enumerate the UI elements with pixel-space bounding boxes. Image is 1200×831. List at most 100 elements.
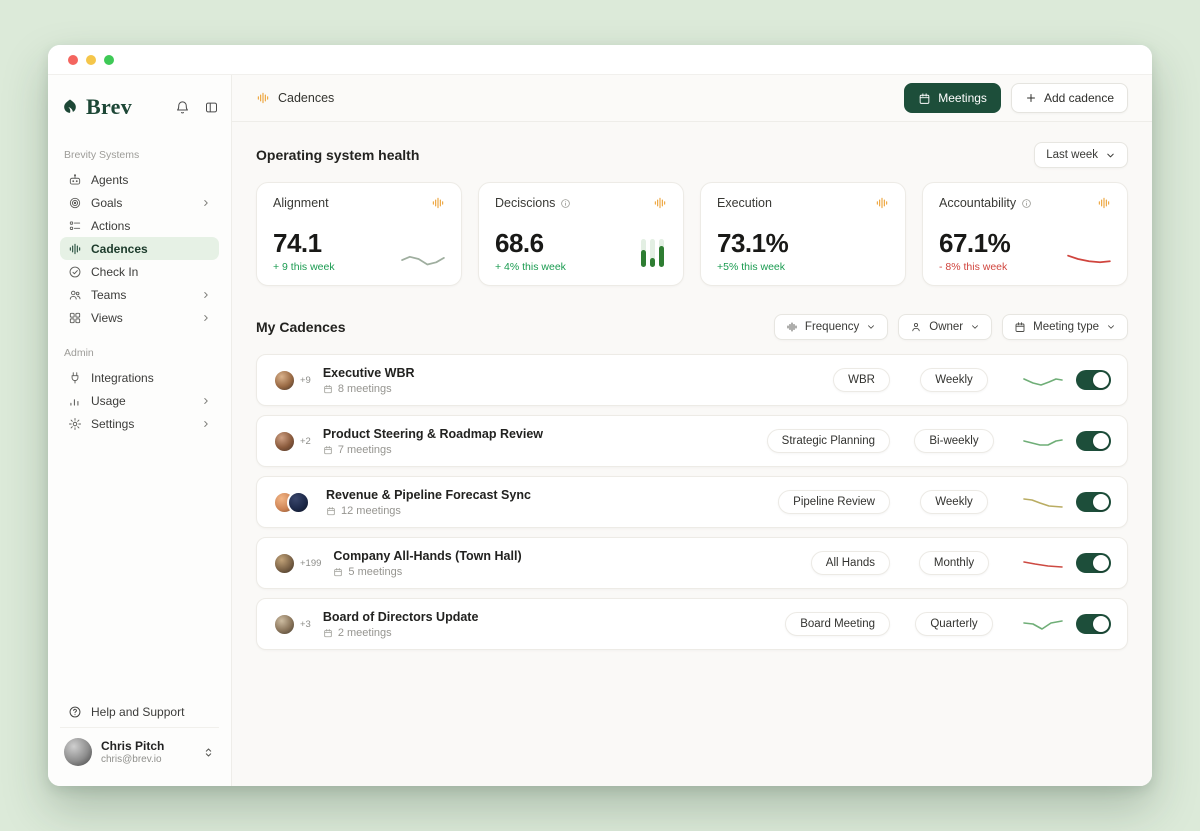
gear-icon — [68, 417, 82, 431]
chevron-down-icon — [1105, 150, 1116, 161]
sidebar-item-teams[interactable]: Teams — [60, 283, 219, 306]
cadence-toggle[interactable] — [1076, 431, 1111, 451]
cadence-toggle[interactable] — [1076, 370, 1111, 390]
card-title: Execution — [717, 196, 772, 210]
sidebar-item-integrations[interactable]: Integrations — [60, 366, 219, 389]
extra-members-count: +2 — [300, 435, 311, 447]
meeting-type-filter[interactable]: Meeting type — [1002, 314, 1128, 340]
extra-members-count: +3 — [300, 618, 311, 630]
info-icon — [560, 198, 571, 209]
user-menu[interactable]: Chris Pitch chris@brev.io — [60, 727, 219, 778]
sidebar-item-label: Integrations — [91, 370, 154, 385]
meetings-count: 7 meetings — [337, 444, 392, 457]
sidebar-item-views[interactable]: Views — [60, 306, 219, 329]
cadence-row[interactable]: Revenue & Pipeline Forecast Sync 12 meet… — [256, 476, 1128, 528]
checklist-icon — [68, 219, 82, 233]
sidebar-item-actions[interactable]: Actions — [60, 214, 219, 237]
sparkline-chart — [1010, 615, 1076, 633]
toggle-knob — [1093, 555, 1109, 571]
waveform-icon — [256, 91, 270, 105]
user-email: chris@brev.io — [101, 754, 162, 765]
frequency-filter[interactable]: Frequency — [773, 314, 889, 340]
check-circle-icon — [68, 265, 82, 279]
waveform-icon — [1097, 196, 1111, 210]
time-range-select[interactable]: Last week — [1034, 142, 1128, 168]
cadence-toggle[interactable] — [1076, 492, 1111, 512]
owner-filter[interactable]: Owner — [898, 314, 993, 340]
sidebar-section-label: Brevity Systems — [64, 149, 140, 161]
content-area: Operating system health Last week Alignm… — [232, 122, 1152, 786]
cadence-row[interactable]: +9 Executive WBR 8 meetings WBR Weekly — [256, 354, 1128, 406]
help-and-support[interactable]: Help and Support — [60, 697, 219, 727]
cadence-row[interactable]: +3 Board of Directors Update 2 meetings … — [256, 598, 1128, 650]
user-name: Chris Pitch — [101, 739, 165, 753]
breadcrumb: Cadences — [256, 91, 334, 105]
tag-badge: Pipeline Review — [778, 490, 890, 514]
toggle-knob — [1093, 372, 1109, 388]
sidebar-item-settings[interactable]: Settings — [60, 412, 219, 435]
collapse-sidebar-icon[interactable] — [204, 100, 219, 115]
metric-delta: +5% this week — [717, 261, 785, 273]
sidebar-item-label: Actions — [91, 218, 131, 233]
cadence-row[interactable]: +2 Product Steering & Roadmap Review 7 m… — [256, 415, 1128, 467]
sidebar-item-agents[interactable]: Agents — [60, 168, 219, 191]
cadence-name: Product Steering & Roadmap Review — [322, 426, 544, 441]
avatar-stack — [273, 429, 296, 453]
sidebar-item-goals[interactable]: Goals — [60, 191, 219, 214]
cadence-row[interactable]: +199 Company All-Hands (Town Hall) 5 mee… — [256, 537, 1128, 589]
minimize-window-button[interactable] — [86, 54, 96, 65]
calendar-icon — [323, 628, 333, 638]
health-card-accountability: Accountability 67.1% - 8% this week — [922, 182, 1128, 286]
add-cadence-button-label: Add cadence — [1043, 91, 1114, 105]
meetings-count: 2 meetings — [337, 627, 392, 640]
waveform-icon — [68, 242, 82, 256]
cadence-toggle[interactable] — [1076, 614, 1111, 634]
frequency-badge: Bi-weekly — [914, 429, 994, 453]
brev-leaf-logo-icon — [60, 97, 80, 117]
target-icon — [68, 196, 82, 210]
cadence-toggle[interactable] — [1076, 553, 1111, 573]
cadence-name: Board of Directors Update — [322, 609, 479, 624]
notifications-bell-icon[interactable] — [175, 100, 190, 115]
sparkline-chart — [1010, 371, 1076, 389]
page-title: Cadences — [278, 91, 335, 105]
cadence-name: Executive WBR — [322, 365, 415, 380]
waveform-icon — [431, 196, 445, 210]
cadences-section-title: My Cadences — [256, 319, 346, 335]
robot-icon — [68, 173, 82, 187]
frequency-badge: Weekly — [920, 490, 988, 514]
chevron-right-icon — [201, 313, 211, 323]
add-cadence-button[interactable]: Add cadence — [1010, 83, 1128, 113]
calendar-icon — [333, 567, 343, 577]
avatar — [273, 612, 296, 636]
sidebar-item-usage[interactable]: Usage — [60, 389, 219, 412]
card-title: Deciscions — [495, 196, 556, 210]
meetings-count: 8 meetings — [337, 383, 392, 396]
sidebar-item-label: Goals — [91, 195, 123, 210]
tag-badge: All Hands — [810, 551, 890, 575]
sparkline-chart — [1010, 493, 1076, 511]
avatar — [287, 490, 310, 514]
chevron-right-icon — [201, 290, 211, 300]
chevron-up-down-icon — [202, 746, 215, 759]
bar-chart-icon — [68, 394, 82, 408]
card-title: Alignment — [273, 196, 329, 210]
sidebar: Brev Brevity Systems Agents Goals — [48, 75, 232, 786]
meetings-count: 12 meetings — [341, 505, 401, 518]
chevron-down-icon — [866, 322, 876, 332]
sidebar-item-label: Cadences — [91, 241, 148, 256]
metric-value: 67.1% — [939, 227, 1011, 258]
tag-badge: Board Meeting — [785, 612, 890, 636]
avatar-stack — [273, 368, 296, 392]
metric-delta: - 8% this week — [939, 261, 1008, 273]
maximize-window-button[interactable] — [104, 54, 114, 65]
meetings-button-label: Meetings — [938, 91, 987, 105]
sidebar-item-cadences[interactable]: Cadences — [60, 237, 219, 260]
close-window-button[interactable] — [68, 54, 78, 65]
meetings-button[interactable]: Meetings — [904, 83, 1001, 113]
chevron-down-icon — [970, 322, 980, 332]
titlebar — [48, 45, 1152, 75]
sidebar-item-check-in[interactable]: Check In — [60, 260, 219, 283]
frequency-badge: Monthly — [918, 551, 990, 575]
calendar-icon — [1014, 321, 1026, 333]
